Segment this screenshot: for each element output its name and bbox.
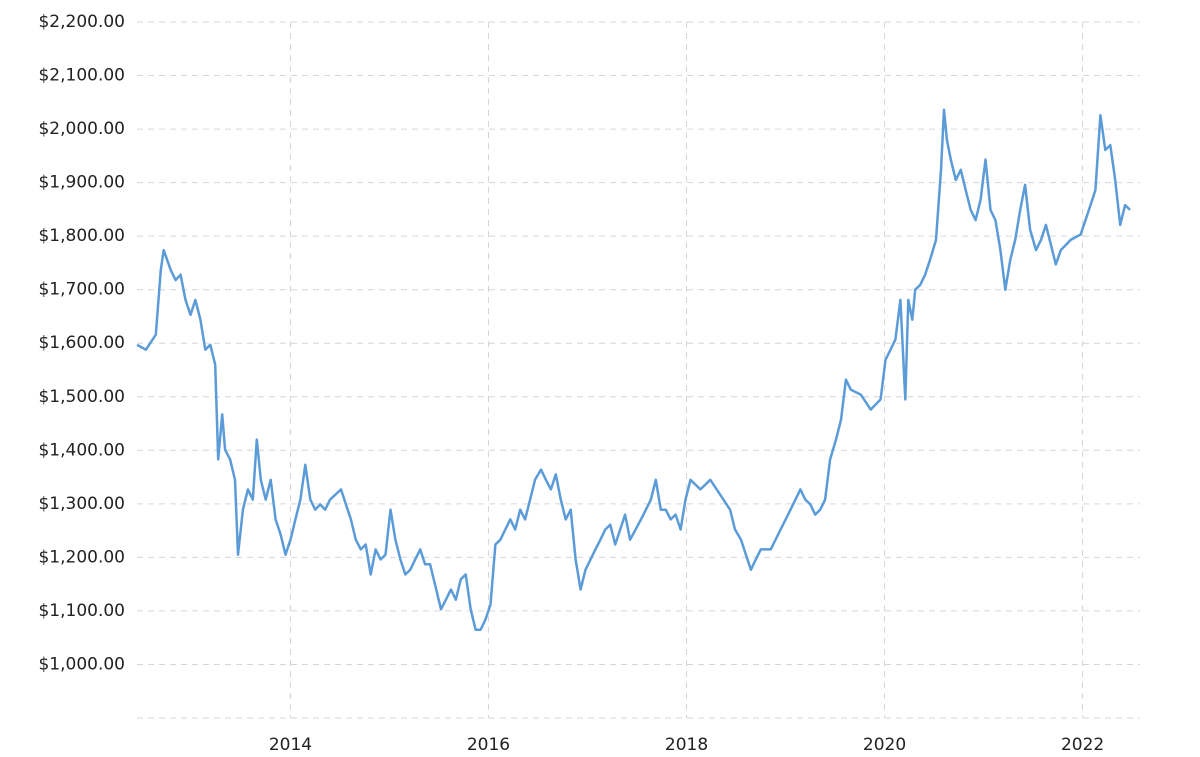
y-tick-label: $1,400.00 (38, 440, 125, 460)
x-tick-label: 2022 (1061, 735, 1104, 755)
y-tick-label: $1,500.00 (38, 387, 125, 407)
x-tick-label: 2020 (863, 735, 906, 755)
y-tick-label: $1,300.00 (38, 494, 125, 514)
y-tick-label: $1,000.00 (38, 654, 125, 674)
y-tick-label: $1,700.00 (38, 280, 125, 300)
price-line (136, 108, 1131, 631)
y-tick-label: $1,600.00 (38, 333, 125, 353)
x-tick-label: 2018 (665, 735, 708, 755)
x-tick-label: 2016 (467, 735, 510, 755)
y-tick-label: $1,200.00 (38, 547, 125, 567)
y-tick-label: $2,200.00 (38, 12, 125, 32)
y-tick-label: $1,100.00 (38, 601, 125, 621)
y-tick-label: $1,900.00 (38, 173, 125, 193)
x-tick-label: 2014 (269, 735, 312, 755)
y-tick-label: $1,800.00 (38, 226, 125, 246)
y-tick-label: $2,100.00 (38, 66, 125, 86)
y-tick-label: $2,000.00 (38, 119, 125, 139)
